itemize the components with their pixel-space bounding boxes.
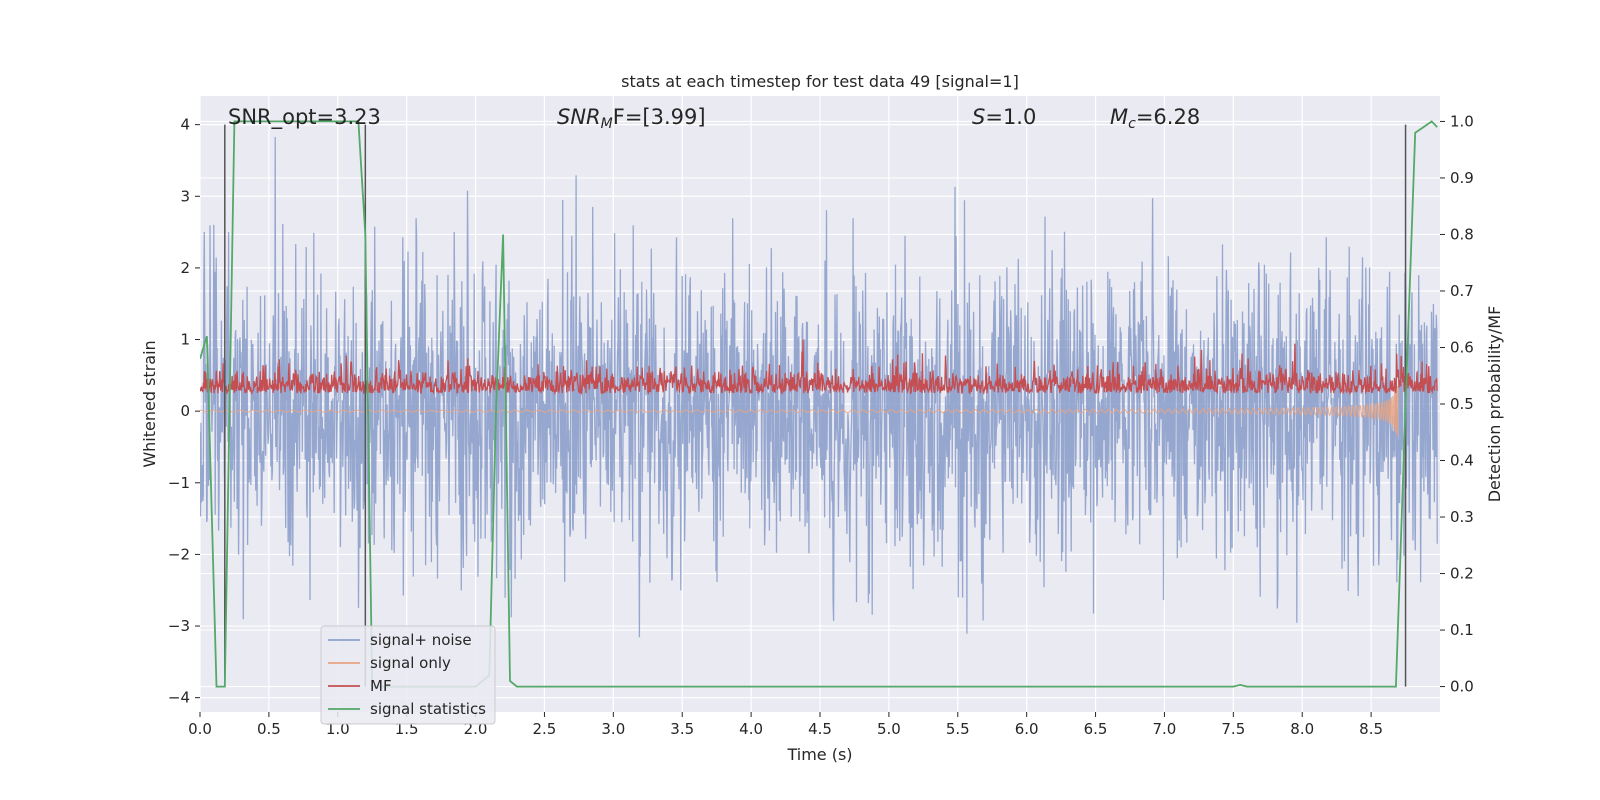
x-tick-label: 0.5 [257, 720, 281, 738]
x-tick-label: 6.0 [1015, 720, 1039, 738]
y-tick-label-right: 0.2 [1450, 565, 1474, 583]
x-tick-label: 7.5 [1221, 720, 1245, 738]
annotation-snr-opt: SNR_opt=3.23 [228, 105, 381, 130]
series-mf [200, 339, 1438, 396]
x-tick-label: 7.0 [1153, 720, 1177, 738]
annotation-snr-mf-rest: F=[3.99] [613, 105, 706, 129]
y-tick-label-left: 2 [180, 259, 190, 277]
y-tick-label-left: 4 [180, 116, 190, 134]
annotation-snr-mf: SNRMF=[3.99] [557, 105, 706, 132]
y-tick-label-left: −3 [168, 617, 190, 635]
legend-label-signal-noise: signal+ noise [370, 631, 472, 649]
annotation-mc: Mc=6.28 [1110, 105, 1200, 132]
series-signal-only [200, 385, 1399, 437]
y-tick-label-left: 1 [180, 331, 190, 349]
y-tick-label-right: 1.0 [1450, 112, 1474, 130]
y-tick-label-left: −2 [168, 545, 190, 563]
y-tick-label-right: 0.9 [1450, 169, 1474, 187]
x-tick-label: 8.5 [1359, 720, 1383, 738]
x-tick-label: 4.5 [808, 720, 832, 738]
y-tick-label-left: 3 [180, 187, 190, 205]
y-tick-label-right: 0.8 [1450, 225, 1474, 243]
annotation-mc-sub: c [1128, 116, 1136, 132]
chart-title: stats at each timestep for test data 49 … [621, 72, 1019, 91]
y-tick-label-right: 0.7 [1450, 282, 1474, 300]
y-axis-label-right: Detection probability/MF [1485, 306, 1504, 503]
x-axis-label: Time (s) [786, 745, 852, 764]
y-tick-label-right: 0.6 [1450, 338, 1474, 356]
y-tick-label-right: 0.4 [1450, 452, 1474, 470]
series-layer [200, 120, 1438, 688]
y-tick-label-left: −4 [168, 689, 190, 707]
x-tick-label: 3.5 [670, 720, 694, 738]
y-tick-label-right: 0.3 [1450, 508, 1474, 526]
annotation-mc-rest: =6.28 [1136, 105, 1200, 129]
legend-label-mf: MF [370, 677, 392, 695]
annotation-s-rest: =1.0 [985, 105, 1036, 129]
x-tick-label: 0.0 [188, 720, 212, 738]
legend-box [320, 625, 496, 725]
y-tick-label-left: 0 [180, 402, 190, 420]
series-group [200, 120, 1438, 688]
x-tick-label: 4.0 [739, 720, 763, 738]
series-signal-noise [200, 136, 1438, 638]
x-tick-label: 5.0 [877, 720, 901, 738]
annotation-s-main: S [972, 105, 985, 129]
legend-label-signal-statistics: signal statistics [370, 700, 486, 718]
x-tick-label: 5.5 [946, 720, 970, 738]
legend: signal+ noise signal only MF signal stat… [320, 625, 496, 725]
annotation-snr-mf-main: SNR [557, 105, 601, 129]
x-tick-label: 2.5 [533, 720, 557, 738]
y-tick-label-right: 0.0 [1450, 678, 1474, 696]
legend-label-signal-only: signal only [370, 654, 451, 672]
y-tick-label-right: 0.5 [1450, 395, 1474, 413]
y-tick-label-right: 0.1 [1450, 621, 1474, 639]
x-tick-label: 8.0 [1290, 720, 1314, 738]
series-signal-statistics [200, 120, 1438, 688]
annotation-mc-main: M [1110, 105, 1128, 129]
x-tick-label: 6.5 [1084, 720, 1108, 738]
annotation-s: S=1.0 [972, 105, 1036, 129]
x-tick-label: 3.0 [601, 720, 625, 738]
y-axis-label-left: Whitened strain [140, 340, 159, 467]
y-tick-label-left: −1 [168, 474, 190, 492]
annotation-snr-mf-sub: M [601, 116, 613, 132]
